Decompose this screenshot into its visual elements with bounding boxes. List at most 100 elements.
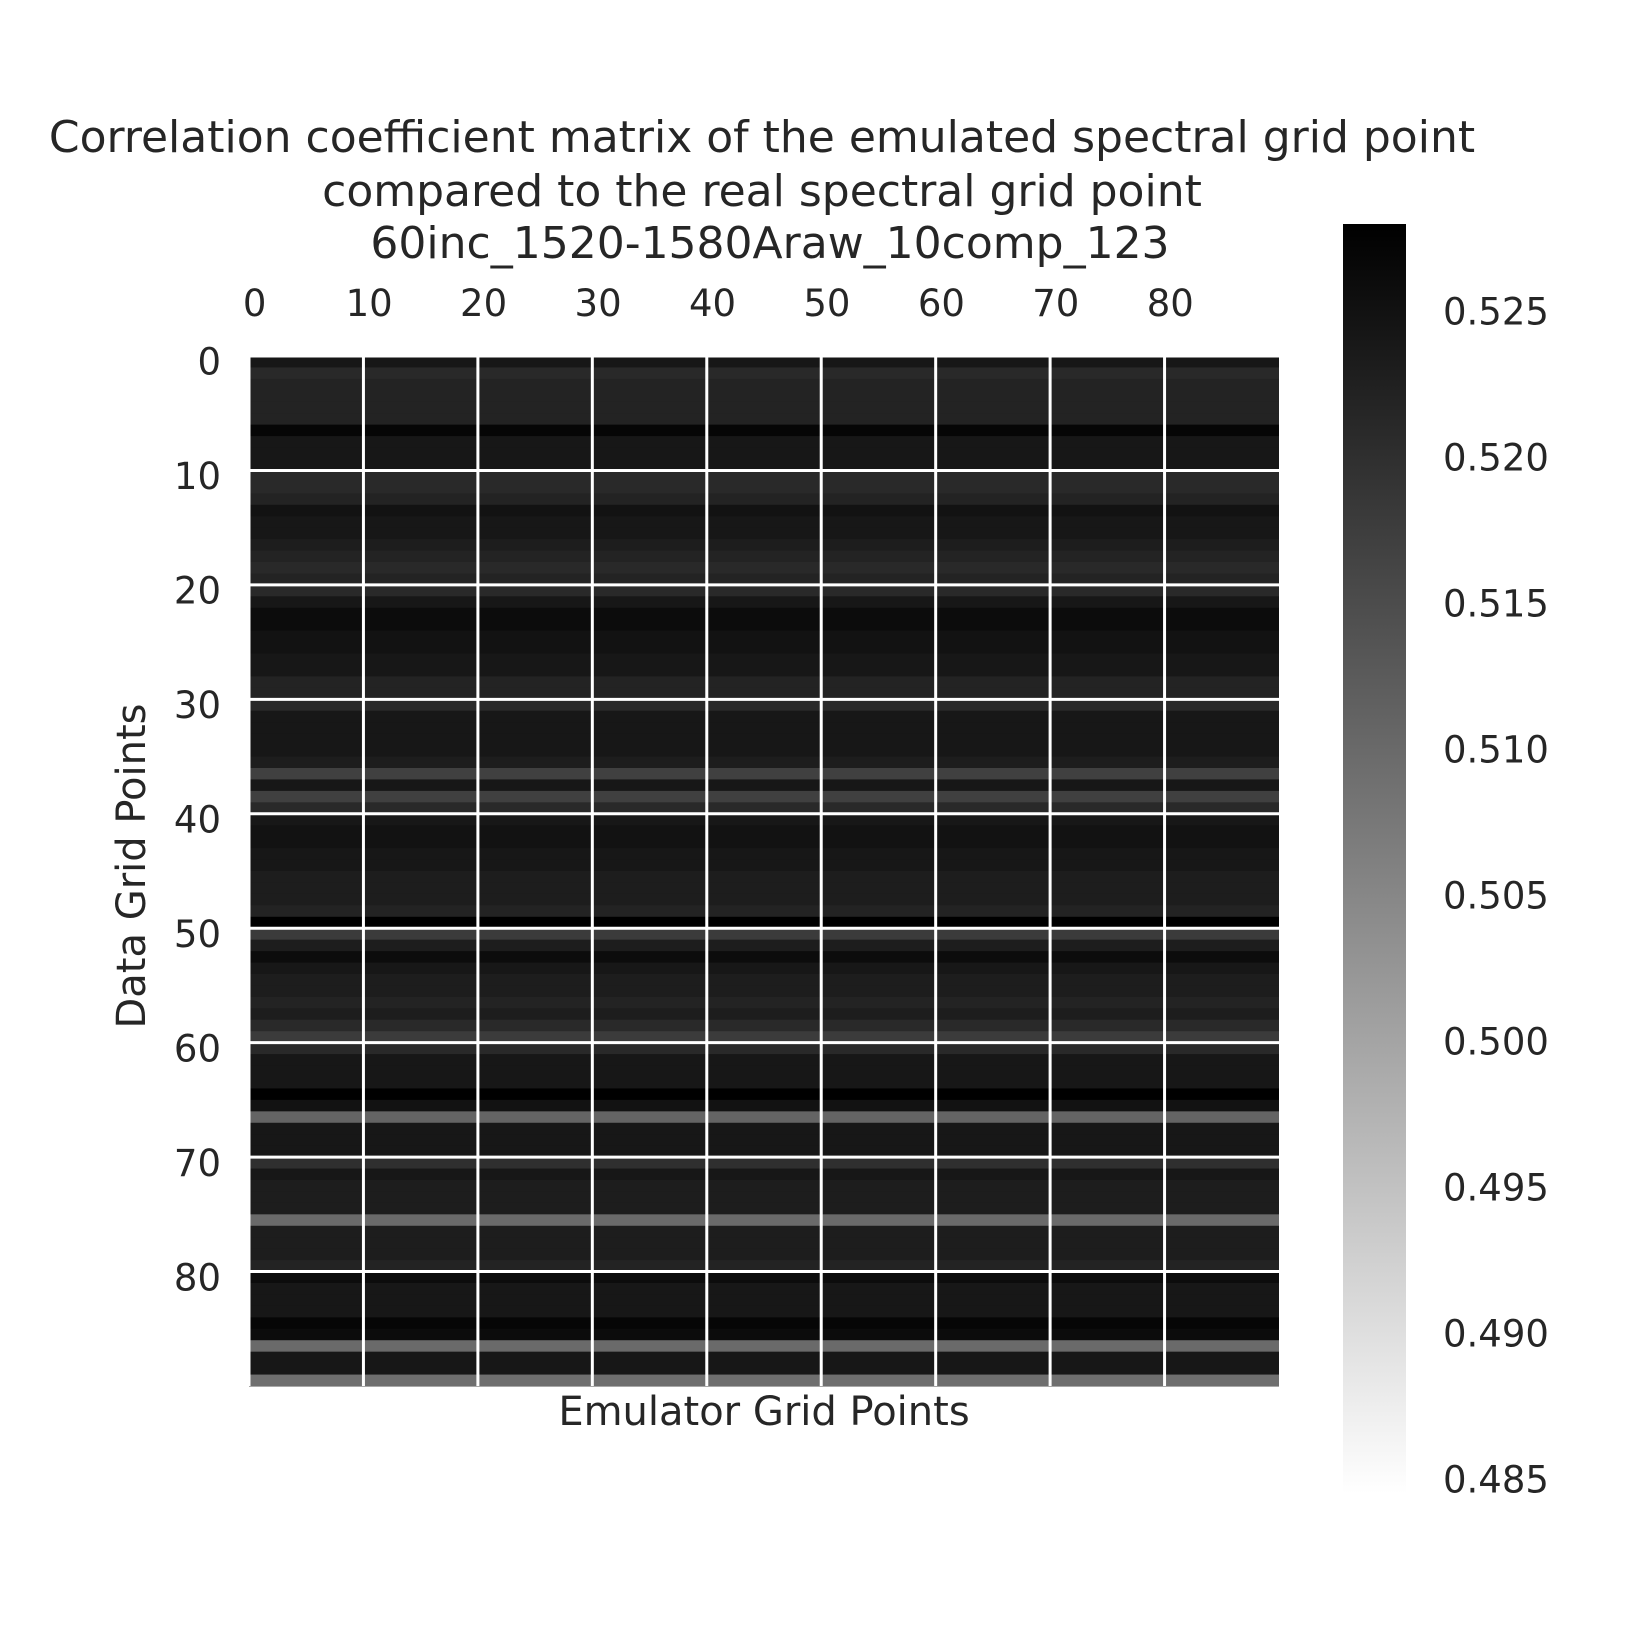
heatmap-row	[249, 779, 1279, 792]
heatmap-row	[249, 630, 1279, 643]
heatmap-row	[249, 768, 1279, 781]
heatmap-row	[249, 413, 1279, 426]
y-tick-label: 40	[174, 799, 221, 842]
heatmap-row	[249, 1374, 1279, 1387]
heatmap-row	[249, 573, 1279, 586]
heatmap-row	[249, 905, 1279, 918]
heatmap-row	[249, 745, 1279, 758]
heatmap-row	[249, 1054, 1279, 1067]
heatmap-row	[249, 1248, 1279, 1261]
x-tick-label: 20	[460, 282, 507, 325]
heatmap-row	[249, 1111, 1279, 1124]
heatmap-row	[249, 1088, 1279, 1101]
heatmap-row	[249, 676, 1279, 689]
heatmap-row	[249, 687, 1279, 700]
heatmap-row	[249, 1317, 1279, 1330]
heatmap-row	[249, 859, 1279, 872]
heatmap-row	[249, 436, 1279, 449]
heatmap-row	[249, 424, 1279, 437]
heatmap-row	[249, 848, 1279, 861]
heatmap-row	[249, 356, 1279, 369]
y-axis-label: Data Grid Points	[109, 703, 155, 1028]
heatmap-row	[249, 882, 1279, 895]
heatmap-row	[249, 1134, 1279, 1147]
y-tick-label: 30	[174, 684, 221, 727]
x-axis-label: Emulator Grid Points	[558, 1389, 969, 1435]
x-tick-label: 30	[575, 282, 622, 325]
heatmap-row	[249, 813, 1279, 826]
x-tick-label: 60	[918, 282, 965, 325]
heatmap-row	[249, 470, 1279, 483]
heatmap-row	[249, 1077, 1279, 1090]
heatmap-row	[249, 459, 1279, 472]
heatmap-row	[249, 562, 1279, 575]
y-tick-label: 10	[174, 455, 221, 498]
chart-title-line-1: Correlation coefficient matrix of the em…	[49, 112, 1475, 163]
heatmap-row	[249, 1214, 1279, 1227]
colorbar-tick-label: 0.485	[1443, 1458, 1549, 1501]
heatmap-row	[249, 1042, 1279, 1055]
heatmap-row	[249, 527, 1279, 540]
heatmap-row	[249, 1363, 1279, 1376]
heatmap-row	[249, 619, 1279, 632]
y-tick-label: 0	[197, 341, 221, 384]
colorbar-tick-labels: 0.525 0.520 0.515 0.510 0.505 0.500 0.495 0.490…	[1443, 291, 1549, 1502]
heatmap-row	[249, 1225, 1279, 1238]
colorbar-tick-label: 0.490	[1443, 1312, 1549, 1355]
colorbar-tick-label: 0.500	[1443, 1021, 1549, 1064]
heatmap-row	[249, 493, 1279, 506]
y-tick-label: 20	[174, 570, 221, 613]
heatmap-row	[249, 790, 1279, 803]
heatmap-row	[249, 871, 1279, 884]
y-tick-label: 60	[174, 1027, 221, 1070]
chart-title-line-2: compared to the real spectral grid point	[322, 166, 1202, 217]
heatmap-row	[249, 481, 1279, 494]
colorbar-tick-label: 0.515	[1443, 583, 1549, 626]
heatmap-row	[249, 401, 1279, 414]
heatmap-row	[249, 550, 1279, 563]
heatmap-row	[249, 974, 1279, 987]
heatmap-row	[249, 1237, 1279, 1250]
colorbar	[1343, 224, 1406, 1494]
heatmap-row	[249, 1168, 1279, 1181]
heatmap-row	[249, 1031, 1279, 1044]
heatmap-row	[249, 642, 1279, 655]
heatmap-row	[249, 447, 1279, 460]
heatmap-row	[249, 962, 1279, 975]
colorbar-tick-label: 0.505	[1443, 875, 1549, 918]
heatmap-row	[249, 653, 1279, 666]
heatmap-row	[249, 378, 1279, 391]
heatmap-row	[249, 665, 1279, 678]
x-tick-label: 40	[689, 282, 736, 325]
heatmap-row	[249, 996, 1279, 1009]
heatmap-row	[249, 1260, 1279, 1273]
heatmap-cells	[249, 356, 1279, 1387]
heatmap-row	[249, 710, 1279, 723]
heatmap-row	[249, 1180, 1279, 1193]
heatmap-row	[249, 733, 1279, 746]
heatmap-row	[249, 756, 1279, 769]
y-tick-label: 70	[174, 1142, 221, 1185]
x-tick-label: 50	[803, 282, 850, 325]
heatmap-row	[249, 985, 1279, 998]
heatmap-row	[249, 1351, 1279, 1364]
colorbar-tick-label: 0.520	[1443, 437, 1549, 480]
heatmap-row	[249, 836, 1279, 849]
heatmap-row	[249, 1065, 1279, 1078]
x-tick-label: 10	[346, 282, 393, 325]
heatmap-row	[249, 1305, 1279, 1318]
heatmap-row	[249, 1122, 1279, 1135]
heatmap-row	[249, 1271, 1279, 1284]
heatmap-row	[249, 1157, 1279, 1170]
y-tick-labels: 0 10 20 30 40 50 60 70 80	[174, 341, 221, 1300]
heatmap-row	[249, 596, 1279, 609]
heatmap-row	[249, 1328, 1279, 1341]
chart-title-line-3: 60inc_1520-1580Araw_10comp_123	[370, 218, 1169, 269]
heatmap-row	[249, 951, 1279, 964]
colorbar-tick-label: 0.525	[1443, 291, 1549, 334]
heatmap-row	[249, 916, 1279, 929]
heatmap-row	[249, 928, 1279, 941]
heatmap-row	[249, 390, 1279, 403]
heatmap-row	[249, 1099, 1279, 1112]
